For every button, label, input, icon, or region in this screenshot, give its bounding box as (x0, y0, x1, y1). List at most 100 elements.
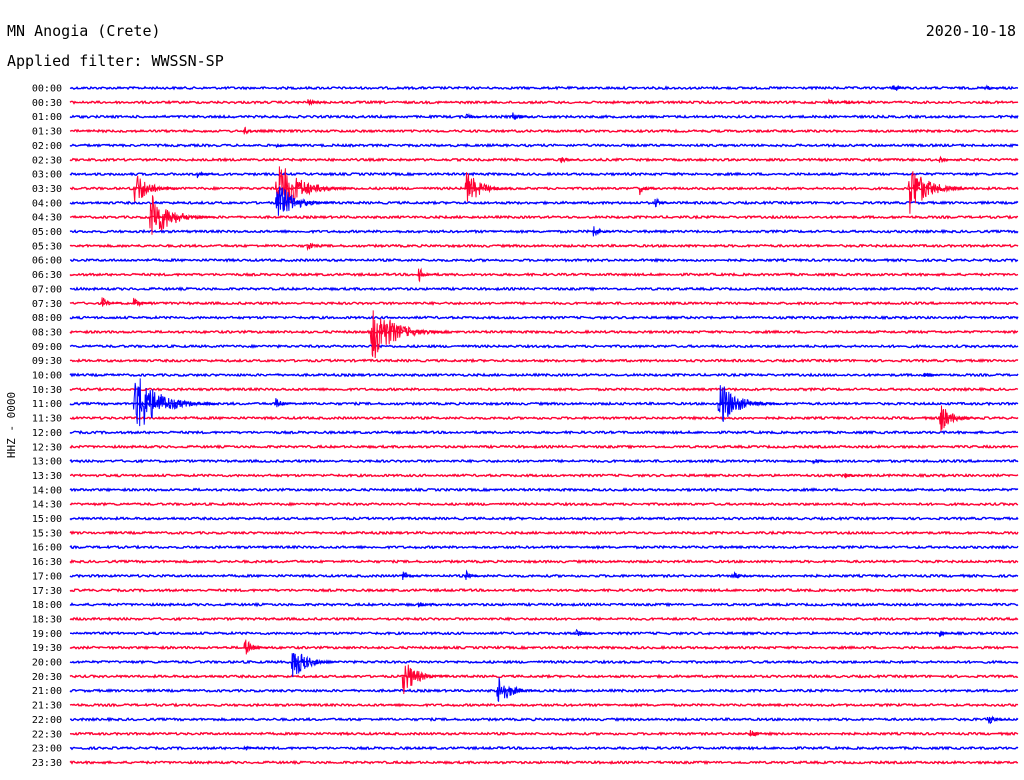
seismic-event (938, 630, 959, 638)
seismic-event (132, 378, 218, 427)
time-tick-labels: 00:00 00:30 01:00 01:30 02:00 02:30 03:00 03:30… (32, 84, 62, 769)
seismic-event (591, 226, 613, 237)
seismic-event (274, 398, 296, 408)
trace-line (69, 214, 1019, 220)
seismic-event (401, 571, 422, 581)
seismic-event (290, 652, 340, 677)
time-tick-label: 19:00 (32, 629, 62, 640)
trace-line (69, 401, 1019, 407)
seismic-event (101, 297, 122, 307)
time-tick-label: 21:30 (32, 701, 62, 712)
time-tick-label: 18:30 (32, 614, 62, 625)
trace-line (69, 171, 1019, 177)
time-tick-label: 17:30 (32, 586, 62, 597)
seismic-event (306, 242, 327, 252)
seismic-event (985, 84, 1006, 91)
seismic-event (132, 297, 153, 308)
time-tick-label: 05:00 (32, 227, 62, 238)
time-tick-label: 03:30 (32, 184, 62, 195)
seismic-event (654, 197, 675, 208)
seismic-event (843, 99, 864, 105)
trace-line (69, 142, 1019, 149)
trace-line (69, 745, 1019, 751)
trace-line (69, 458, 1019, 464)
trace-line (69, 315, 1019, 321)
seismic-event (464, 172, 514, 202)
time-tick-label: 00:30 (32, 98, 62, 109)
time-tick-label: 07:00 (32, 284, 62, 295)
seismic-event (717, 385, 780, 422)
time-tick-label: 23:00 (32, 744, 62, 755)
trace-line (69, 272, 1019, 278)
time-tick-label: 04:30 (32, 213, 62, 224)
time-tick-label: 02:30 (32, 155, 62, 166)
seismic-event (559, 157, 580, 164)
station-title: MN Anogia (Crete) (7, 22, 161, 40)
time-tick-label: 07:30 (32, 299, 62, 310)
filter-label: Applied filter: WWSSN-SP (7, 52, 224, 70)
trace-line (69, 587, 1019, 593)
trace-line (69, 343, 1019, 349)
time-tick-label: 14:00 (32, 485, 62, 496)
time-tick-label: 12:00 (32, 428, 62, 439)
trace-line (69, 601, 1019, 608)
trace-line (69, 185, 1019, 192)
time-tick-label: 04:00 (32, 198, 62, 209)
time-tick-label: 08:00 (32, 313, 62, 324)
trace-line (69, 329, 1019, 335)
seismic-event (907, 171, 974, 214)
seismic-event (938, 155, 959, 163)
time-tick-label: 03:00 (32, 170, 62, 181)
trace-line (69, 544, 1019, 550)
time-tick-label: 13:00 (32, 457, 62, 468)
trace-line (69, 673, 1019, 679)
time-tick-label: 18:00 (32, 600, 62, 611)
time-tick-label: 15:30 (32, 528, 62, 539)
trace-line (69, 386, 1019, 393)
seismic-events (101, 84, 1009, 751)
trace-line (69, 300, 1019, 306)
time-tick-label: 10:30 (32, 385, 62, 396)
seismic-event (401, 664, 450, 695)
seismic-event (464, 113, 485, 119)
date-label: 2020-10-18 (926, 22, 1016, 40)
trace-line (69, 372, 1019, 378)
seismic-event (274, 186, 333, 216)
time-tick-label: 16:30 (32, 557, 62, 568)
seismic-event (986, 715, 1009, 725)
trace-line (69, 702, 1019, 708)
time-tick-label: 20:30 (32, 672, 62, 683)
time-tick-label: 01:30 (32, 127, 62, 138)
trace-line (69, 487, 1019, 493)
seismic-event (638, 186, 659, 196)
trace-line (69, 257, 1019, 263)
time-tick-label: 06:00 (32, 256, 62, 267)
trace-line (69, 716, 1019, 723)
seismic-event (417, 601, 438, 608)
time-tick-label: 16:00 (32, 543, 62, 554)
seismic-event (922, 372, 943, 378)
time-tick-label: 06:30 (32, 270, 62, 281)
seismic-event (132, 175, 182, 202)
time-tick-label: 13:30 (32, 471, 62, 482)
trace-line (69, 243, 1019, 249)
time-tick-label: 11:00 (32, 399, 62, 410)
seismic-event (148, 195, 215, 235)
time-tick-label: 22:30 (32, 729, 62, 740)
seismic-event (243, 639, 270, 655)
seismic-event (511, 112, 532, 120)
seismic-event (243, 745, 264, 751)
time-tick-label: 17:00 (32, 571, 62, 582)
trace-line (69, 659, 1019, 665)
time-tick-label: 20:00 (32, 658, 62, 669)
seismic-event (891, 84, 912, 92)
trace-line (69, 501, 1019, 507)
trace-line (69, 114, 1019, 120)
trace-line (69, 630, 1019, 636)
time-tick-label: 19:30 (32, 643, 62, 654)
time-tick-label: 11:30 (32, 414, 62, 425)
trace-line (69, 731, 1019, 737)
seismic-event (812, 458, 833, 465)
seismic-event (243, 126, 264, 135)
trace-line (69, 357, 1019, 364)
